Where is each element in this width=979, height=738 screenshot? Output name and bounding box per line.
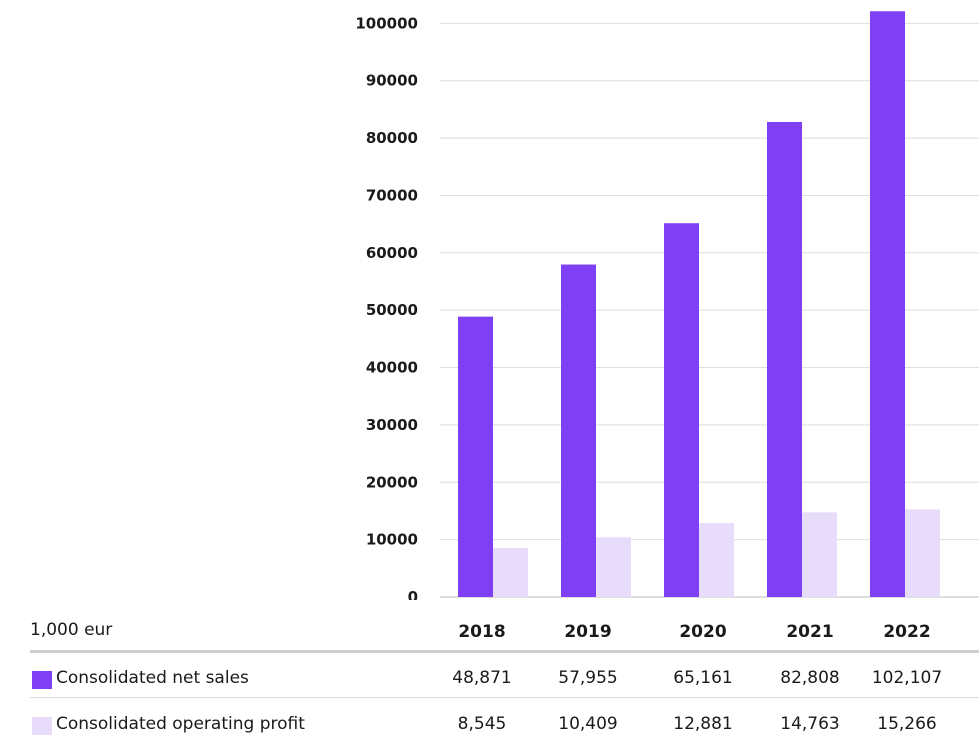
y-tick-label: 10000 — [366, 531, 418, 549]
bar-net-sales — [870, 11, 905, 598]
bar-operating-profit — [699, 523, 734, 597]
table-unit-label: 1,000 eur — [30, 620, 113, 640]
bar-chart: 0 10000 20000 30000 40000 50000 60000 70000 8000… — [355, 11, 979, 600]
y-tick-label: 20000 — [366, 473, 418, 491]
bar-net-sales — [458, 316, 493, 597]
table-cell: 12,881 — [673, 714, 733, 734]
table-cell: 65,161 — [673, 668, 733, 688]
bar-operating-profit — [596, 537, 631, 597]
table-header-rule — [30, 650, 979, 653]
table-cell: 82,808 — [780, 668, 840, 688]
table-cell: 102,107 — [871, 668, 943, 688]
x-tick-label: 2020 — [679, 622, 727, 642]
y-tick-label: 90000 — [366, 72, 418, 90]
x-tick-label: 2019 — [564, 622, 612, 642]
table-cell: 48,871 — [452, 668, 512, 688]
table-cell: 57,955 — [558, 668, 618, 688]
bar-net-sales — [664, 223, 699, 597]
legend-swatch — [32, 671, 52, 689]
y-tick-label: 0 — [408, 588, 418, 600]
y-tick-label: 60000 — [366, 244, 418, 262]
table-cell: 8,545 — [457, 714, 507, 734]
x-tick-label: 2018 — [458, 622, 506, 642]
table-cell: 10,409 — [558, 714, 618, 734]
y-tick-label: 50000 — [366, 301, 418, 319]
bar-net-sales — [767, 121, 802, 597]
y-tick-label: 100000 — [355, 14, 418, 32]
table-row-rule — [30, 697, 979, 698]
legend-swatch — [32, 717, 52, 735]
bar-operating-profit — [905, 509, 940, 597]
y-tick-label: 80000 — [366, 129, 418, 147]
x-tick-label: 2021 — [786, 622, 834, 642]
bar-operating-profit — [802, 512, 837, 597]
x-tick-label: 2022 — [883, 622, 931, 642]
table-cell: 14,763 — [780, 714, 840, 734]
series-name: Consolidated operating profit — [56, 714, 305, 734]
series-name: Consolidated net sales — [56, 668, 249, 688]
bar-net-sales — [561, 264, 596, 597]
bar-operating-profit — [493, 547, 528, 597]
y-tick-label: 70000 — [366, 186, 418, 204]
y-tick-label: 40000 — [366, 359, 418, 377]
table-cell: 15,266 — [877, 714, 937, 734]
y-tick-label: 30000 — [366, 416, 418, 434]
